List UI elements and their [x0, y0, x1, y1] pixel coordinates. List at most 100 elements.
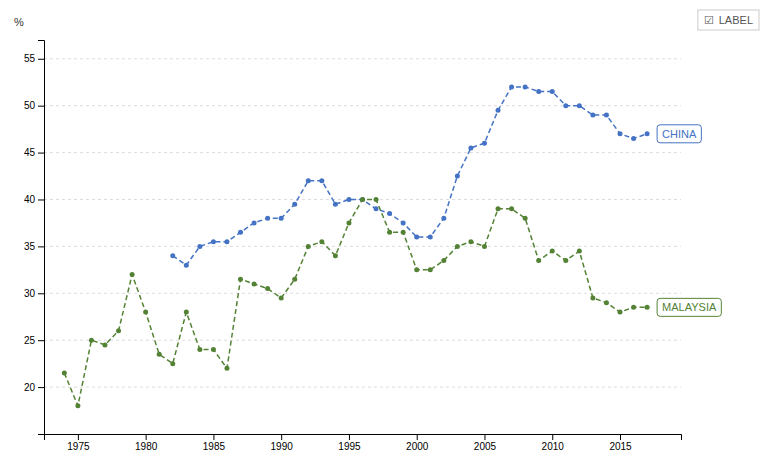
x-tick-mark [281, 434, 282, 440]
point [509, 84, 514, 89]
point [292, 277, 297, 282]
point [428, 267, 433, 272]
annotation: LABEL [719, 14, 753, 26]
series-line [173, 87, 647, 265]
point [577, 249, 582, 254]
y-tick-mark [38, 106, 44, 107]
point [319, 239, 324, 244]
point [197, 347, 202, 352]
point [482, 141, 487, 146]
point [211, 347, 216, 352]
grid-line [44, 387, 681, 388]
x-tick: 1980 [135, 434, 158, 452]
point [360, 197, 365, 202]
point [482, 244, 487, 249]
x-tick: 2015 [609, 434, 632, 452]
x-tick: 2010 [542, 434, 565, 452]
point [238, 277, 243, 282]
y-tick-label: 55 [24, 53, 36, 64]
point [590, 295, 595, 300]
point [184, 263, 189, 268]
point [590, 113, 595, 118]
point [346, 220, 351, 225]
point [441, 216, 446, 221]
point [631, 305, 636, 310]
point [563, 258, 568, 263]
x-tick-label: 2000 [406, 441, 429, 452]
point [563, 103, 568, 108]
point [577, 103, 582, 108]
point [346, 197, 351, 202]
x-tick: 2005 [474, 434, 497, 452]
point [387, 230, 392, 235]
point [211, 239, 216, 244]
point [604, 113, 609, 118]
y-axis-line [38, 41, 45, 435]
point [62, 371, 67, 376]
point [75, 403, 80, 408]
y-tick-mark [38, 293, 44, 294]
point [333, 202, 338, 207]
point [170, 253, 175, 258]
point [130, 272, 135, 277]
point [157, 352, 162, 357]
y-tick: 35 [24, 241, 44, 252]
point [550, 89, 555, 94]
point [496, 206, 501, 211]
point [184, 310, 189, 315]
y-axis-title: % [14, 16, 24, 28]
grid-line [44, 340, 681, 341]
point [306, 178, 311, 183]
point [401, 230, 406, 235]
grid [44, 59, 681, 387]
point [279, 295, 284, 300]
x-axis: 197519801985199019952000200520102015 [45, 434, 682, 452]
series-labels: CHINAMALAYSIA [657, 125, 721, 317]
y-tick-label: 25 [24, 335, 36, 346]
point [550, 249, 555, 254]
point [523, 84, 528, 89]
point [618, 131, 623, 136]
annotation-box: ☑LABEL [698, 10, 759, 30]
point [387, 211, 392, 216]
grid-line [44, 293, 681, 294]
point [468, 239, 473, 244]
point [143, 310, 148, 315]
y-tick: 40 [24, 194, 44, 205]
y-tick-label: 20 [24, 382, 36, 393]
point [170, 361, 175, 366]
y-tick-mark [38, 153, 44, 154]
x-axis-line [45, 435, 682, 441]
point [604, 300, 609, 305]
y-tick: 20 [24, 382, 44, 393]
y-axis: 2025303540455055 [24, 41, 45, 435]
point [401, 220, 406, 225]
x-tick-mark [349, 434, 350, 440]
y-tick-label: 35 [24, 241, 36, 252]
marks [62, 84, 650, 408]
point [645, 131, 650, 136]
grid-line [44, 58, 681, 59]
y-tick-label: 45 [24, 147, 36, 158]
point [455, 244, 460, 249]
series-line [64, 199, 647, 405]
y-tick-mark [38, 246, 44, 247]
point [468, 145, 473, 150]
point [360, 197, 365, 202]
x-tick-mark [620, 434, 621, 440]
x-tick: 2000 [406, 434, 429, 452]
x-tick-label: 1975 [67, 441, 90, 452]
grid-line [44, 105, 681, 106]
series-label-box [657, 298, 721, 316]
x-tick-label: 1995 [338, 441, 361, 452]
y-tick: 55 [24, 53, 44, 64]
point [333, 253, 338, 258]
y-tick-mark [38, 387, 44, 388]
point [224, 366, 229, 371]
series-label-box [657, 125, 701, 143]
x-tick: 1975 [67, 434, 90, 452]
y-tick-label: 50 [24, 100, 36, 111]
x-tick-label: 2005 [474, 441, 497, 452]
point [116, 328, 121, 333]
series-label: MALAYSIA [657, 298, 721, 316]
